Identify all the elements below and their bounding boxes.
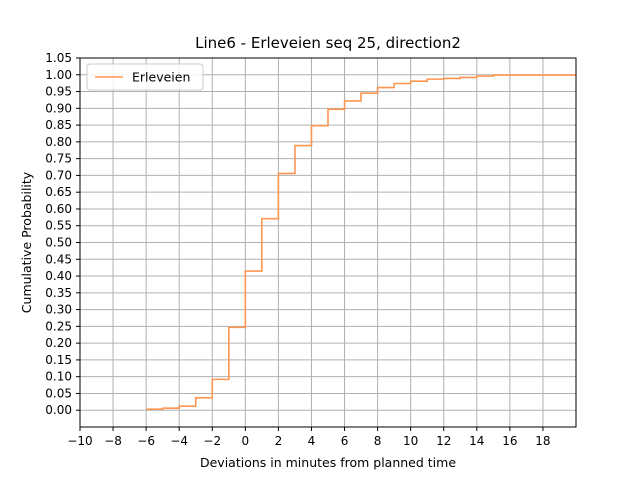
y-tick-label: 0.85 bbox=[45, 118, 72, 132]
y-tick-label: 0.20 bbox=[45, 336, 72, 350]
x-tick-label: 18 bbox=[535, 434, 550, 448]
x-tick-label: 4 bbox=[308, 434, 316, 448]
x-axis: −10 −8 −6 −4 −2 0 2 4 6 8 10 12 14 16 18 bbox=[67, 427, 551, 448]
chart-title: Line6 - Erleveien seq 25, direction2 bbox=[195, 34, 461, 52]
x-tick-label: −6 bbox=[137, 434, 155, 448]
x-tick-label: 14 bbox=[469, 434, 484, 448]
x-axis-label: Deviations in minutes from planned time bbox=[200, 455, 456, 470]
x-tick-label: 8 bbox=[374, 434, 382, 448]
x-tick-label: 12 bbox=[436, 434, 451, 448]
y-tick-label: 0.95 bbox=[45, 85, 72, 99]
y-tick-label: 0.40 bbox=[45, 269, 72, 283]
y-axis-label: Cumulative Probability bbox=[19, 171, 34, 313]
legend-label: Erleveien bbox=[132, 70, 190, 85]
legend-box bbox=[86, 63, 204, 91]
y-tick-label: 0.10 bbox=[45, 370, 72, 384]
x-tick-label: 2 bbox=[275, 434, 283, 448]
x-tick-label: −8 bbox=[104, 434, 122, 448]
y-tick-label: 0.35 bbox=[45, 286, 72, 300]
x-tick-label: 6 bbox=[341, 434, 349, 448]
y-tick-label: 0.45 bbox=[45, 252, 72, 266]
y-tick-label: 0.70 bbox=[45, 168, 72, 182]
y-tick-label: 0.65 bbox=[45, 185, 72, 199]
y-tick-label: 0.25 bbox=[45, 319, 72, 333]
y-tick-label: 0.60 bbox=[45, 202, 72, 216]
x-tick-label: 0 bbox=[242, 434, 250, 448]
y-tick-label: 0.15 bbox=[45, 353, 72, 367]
y-tick-label: 0.55 bbox=[45, 219, 72, 233]
y-axis: 0.00 0.05 0.10 0.15 0.20 0.25 0.30 0.35 0.40 0.45… bbox=[45, 51, 80, 417]
y-tick-label: 0.80 bbox=[45, 135, 72, 149]
x-tick-label: −10 bbox=[67, 434, 92, 448]
y-tick-label: 1.05 bbox=[45, 51, 72, 65]
y-tick-label: 1.00 bbox=[45, 68, 72, 82]
y-tick-label: 0.90 bbox=[45, 101, 72, 115]
legend: Erleveien bbox=[86, 63, 204, 91]
y-tick-label: 0.00 bbox=[45, 403, 72, 417]
x-tick-label: 16 bbox=[502, 434, 517, 448]
y-tick-label: 0.05 bbox=[45, 386, 72, 400]
series-layer bbox=[146, 74, 576, 411]
x-tick-label: −4 bbox=[170, 434, 188, 448]
x-tick-label: −2 bbox=[203, 434, 221, 448]
x-tick-label: 10 bbox=[403, 434, 418, 448]
y-tick-label: 0.50 bbox=[45, 236, 72, 250]
series-line-0 bbox=[146, 74, 576, 411]
y-tick-label: 0.30 bbox=[45, 303, 72, 317]
y-tick-label: 0.75 bbox=[45, 152, 72, 166]
